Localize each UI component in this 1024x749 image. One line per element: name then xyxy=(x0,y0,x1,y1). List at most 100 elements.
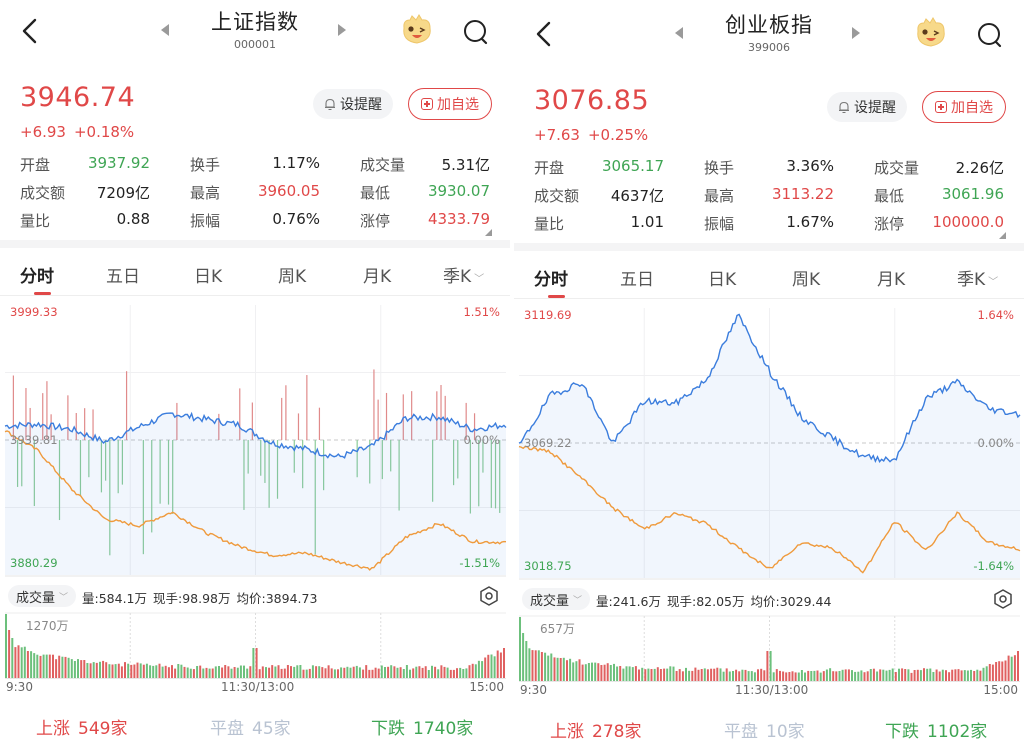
stat-label: 开盘 xyxy=(534,158,565,177)
stat-item: 量比 1.01 xyxy=(534,213,704,234)
tab-label: 分时 xyxy=(534,270,568,290)
stat-label: 换手 xyxy=(190,155,221,174)
label: 下跌 xyxy=(885,722,919,742)
stat-row: 量比 1.01 振幅 1.67% 涨停 100000.0 xyxy=(534,209,1004,237)
prev-index-arrow-icon[interactable] xyxy=(675,27,683,39)
stat-item: 最高 3960.05 xyxy=(190,182,360,203)
volume-info: 量:241.6万 现手:82.05万 均价:3029.44 xyxy=(596,591,831,610)
title-block: 创业板指 399006 xyxy=(684,9,854,54)
stats-grid: 开盘 3065.17 换手 3.36% 成交量 2.26亿 成交额 4637亿 最高 3113.2… xyxy=(534,153,1004,237)
tab-label: 月K xyxy=(363,267,392,287)
settings-gear-icon[interactable] xyxy=(478,585,500,607)
settings-gear-icon[interactable] xyxy=(992,588,1014,610)
chart-tabs: 分时 五日 日K 周K 月K 季K ﹀ xyxy=(514,255,1024,299)
volume-bar: 成交量 ﹀ 量:584.1万 现手:98.98万 均价:3894.73 xyxy=(0,583,510,611)
stat-item: 最低 3930.07 xyxy=(360,182,490,203)
set-alert-button[interactable]: 设提醒 xyxy=(313,89,393,119)
add-watchlist-label: 加自选 xyxy=(951,100,993,116)
stat-value: 3061.96 xyxy=(941,184,1004,203)
stat-row: 开盘 3065.17 换手 3.36% 成交量 2.26亿 xyxy=(534,153,1004,181)
stat-row: 量比 0.88 振幅 0.76% 涨停 4333.79 xyxy=(20,206,490,234)
tab-quarterly-k[interactable]: 季K ﹀ xyxy=(957,265,998,290)
search-icon[interactable] xyxy=(976,21,1004,49)
mascot-icon[interactable] xyxy=(400,14,434,46)
tab-label: 周K xyxy=(278,267,307,287)
search-icon[interactable] xyxy=(462,18,490,46)
axis-label-top-pct: 1.64% xyxy=(977,308,1014,322)
back-arrow-icon[interactable] xyxy=(18,14,42,48)
index-title: 上证指数 xyxy=(211,10,299,34)
add-watchlist-button[interactable]: 加自选 xyxy=(408,88,492,120)
stat-value: 5.31亿 xyxy=(441,155,490,174)
intraday-chart[interactable]: 3999.33 1.51% 3939.81 0.00% 3880.29 -1.51% xyxy=(0,297,510,580)
back-arrow-icon[interactable] xyxy=(532,17,556,51)
stat-value: 0.76% xyxy=(272,209,320,228)
tab-monthly-k[interactable]: 月K xyxy=(363,262,391,287)
stat-label: 量比 xyxy=(20,211,51,230)
volume-info: 量:584.1万 现手:98.98万 均价:3894.73 xyxy=(82,588,317,607)
tab-label: 五日 xyxy=(106,267,140,287)
time-axis: 9:30 11:30/13:00 15:00 xyxy=(0,680,510,696)
stat-item: 开盘 3937.92 xyxy=(20,154,190,175)
volume-bars xyxy=(5,612,506,679)
tab-label: 季K xyxy=(957,270,986,290)
set-alert-label: 设提醒 xyxy=(340,97,382,113)
quote-block: 3076.85 +7.63 +0.25% xyxy=(514,65,1024,155)
chart-tabs: 分时 五日 日K 周K 月K 季K ﹀ xyxy=(0,252,510,296)
tab-intraday[interactable]: 分时 xyxy=(534,265,568,290)
volume-avg-price: 均价:3894.73 xyxy=(236,591,318,606)
price-change: +6.93 +0.18% xyxy=(20,123,134,141)
volume-chart[interactable]: 657万 xyxy=(514,615,1024,685)
stat-item: 成交额 4637亿 xyxy=(534,185,704,206)
tab-weekly-k[interactable]: 周K xyxy=(278,262,306,287)
tab-five-day[interactable]: 五日 xyxy=(106,262,140,287)
stat-value: 100000.0 xyxy=(932,212,1004,231)
stat-value: 0.88 xyxy=(116,209,150,228)
stat-row: 开盘 3937.92 换手 1.17% 成交量 5.31亿 xyxy=(20,150,490,178)
next-index-arrow-icon[interactable] xyxy=(338,24,346,36)
tab-weekly-k[interactable]: 周K xyxy=(792,265,820,290)
tab-intraday[interactable]: 分时 xyxy=(20,262,54,287)
axis-label-top: 3999.33 xyxy=(10,305,58,319)
intraday-chart[interactable]: 3119.69 1.64% 3069.22 0.00% 3018.75 -1.64% xyxy=(514,300,1024,583)
price-change: +7.63 +0.25% xyxy=(534,126,648,144)
add-watchlist-label: 加自选 xyxy=(437,97,479,113)
expand-corner-icon[interactable] xyxy=(999,232,1006,239)
stat-item: 换手 1.17% xyxy=(190,154,360,175)
stat-row: 成交额 4637亿 最高 3113.22 最低 3061.96 xyxy=(534,181,1004,209)
panel-divider xyxy=(510,0,514,749)
add-watchlist-button[interactable]: 加自选 xyxy=(922,91,1006,123)
indicator-select[interactable]: 成交量 ﹀ xyxy=(522,588,591,610)
tab-daily-k[interactable]: 日K xyxy=(708,265,736,290)
axis-label-bottom: 3880.29 xyxy=(10,556,58,570)
stat-label: 涨停 xyxy=(360,211,391,230)
count-value: 45家 xyxy=(252,719,291,739)
top-bar: 上证指数 000001 xyxy=(0,0,510,62)
prev-index-arrow-icon[interactable] xyxy=(161,24,169,36)
active-tab-indicator xyxy=(34,292,51,295)
plus-box-icon xyxy=(935,101,947,113)
stat-item: 最低 3061.96 xyxy=(874,185,1004,206)
expand-corner-icon[interactable] xyxy=(485,229,492,236)
stat-value: 2.26亿 xyxy=(955,158,1004,177)
indicator-select[interactable]: 成交量 ﹀ xyxy=(8,585,77,607)
mascot-icon[interactable] xyxy=(914,17,948,49)
falling-count: 下跌 1740家 xyxy=(371,714,473,739)
stat-value: 1.67% xyxy=(786,212,834,231)
shanghai-index-panel: 上证指数 000001 3946.74 +6.93 +0.18% 设提醒 xyxy=(0,0,510,749)
count-value: 1102家 xyxy=(927,722,988,742)
tab-daily-k[interactable]: 日K xyxy=(194,262,222,287)
volume-bar: 成交量 ﹀ 量:241.6万 现手:82.05万 均价:3029.44 xyxy=(514,586,1024,614)
stat-label: 开盘 xyxy=(20,155,51,174)
tab-five-day[interactable]: 五日 xyxy=(620,265,654,290)
stat-item: 成交量 5.31亿 xyxy=(360,154,490,175)
set-alert-button[interactable]: 设提醒 xyxy=(827,92,907,122)
tab-monthly-k[interactable]: 月K xyxy=(877,265,905,290)
tab-quarterly-k[interactable]: 季K ﹀ xyxy=(443,262,484,287)
next-index-arrow-icon[interactable] xyxy=(852,27,860,39)
time-tick: 9:30 xyxy=(520,683,547,697)
bell-icon xyxy=(325,98,335,110)
volume-chart[interactable]: 1270万 xyxy=(0,612,510,682)
quote-block: 3946.74 +6.93 +0.18% xyxy=(0,62,510,152)
stat-item: 最高 3113.22 xyxy=(704,185,874,206)
